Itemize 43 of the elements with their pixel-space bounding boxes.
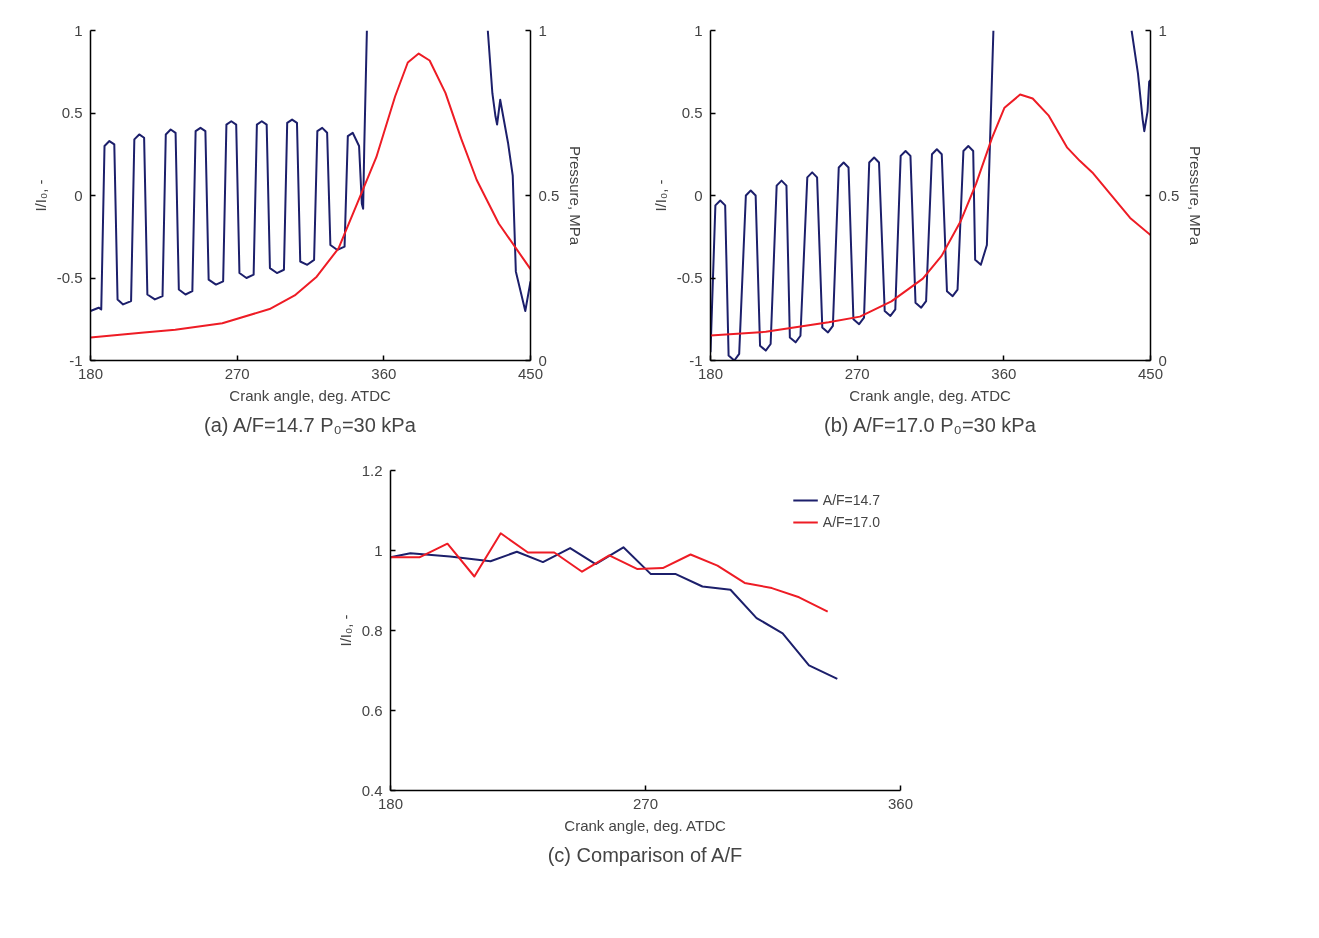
y-tick-label: 1 (74, 21, 83, 39)
y-tick-label: -0.5 (56, 269, 83, 286)
y-tick-label: -1 (689, 351, 703, 369)
y-tick-label: 1 (694, 21, 703, 39)
y2-tick-label: 0.5 (1158, 186, 1180, 204)
x-tick-label: 360 (991, 364, 1017, 382)
x-axis-title: Crank angle, deg. ATDC (229, 386, 391, 404)
y-tick-label: 1.2 (361, 461, 383, 479)
y-axis-title: I/I₀, - (31, 179, 49, 212)
y-axis-title: I/I₀, - (336, 614, 354, 647)
y-tick-label: 1 (374, 541, 383, 559)
x-axis-title: Crank angle, deg. ATDC (564, 816, 726, 834)
y2-axis-title: Pressure, MPa (1187, 145, 1205, 246)
y2-tick-label: 0.5 (538, 186, 560, 204)
y-tick-label: 0.8 (361, 621, 383, 639)
text: (b) A/F=17.0 P₀=30 kPa (824, 413, 1037, 436)
y-tick-label: 0.5 (681, 104, 703, 121)
y2-tick-label: 0 (1158, 351, 1167, 369)
y-tick-label: -0.5 (676, 269, 703, 286)
y2-tick-label: 1 (1158, 21, 1167, 39)
legend-label: A/F=17.0 (822, 514, 880, 530)
y2-tick-label: 0 (538, 351, 547, 369)
y-tick-label: 0.6 (361, 701, 383, 719)
y2-axis-title: Pressure, MPa (567, 145, 585, 246)
line-series (390, 532, 829, 613)
y-axis-title: I/I₀, - (651, 179, 669, 212)
line-series (90, 52, 531, 339)
y-tick-label: -1 (69, 351, 83, 369)
x-tick-label: 360 (887, 794, 914, 812)
text: (c) Comparison of A/F (547, 843, 743, 866)
line-series (710, 93, 1151, 337)
x-tick-label: 270 (632, 794, 659, 812)
y-tick-label: 0 (74, 186, 83, 204)
y-tick-label: 0 (694, 186, 703, 204)
y-tick-label: 0.5 (61, 104, 83, 121)
x-tick-label: 270 (224, 364, 250, 382)
x-tick-label: 270 (844, 364, 870, 382)
y-tick-label: 0.4 (361, 781, 383, 799)
x-tick-label: 360 (371, 364, 397, 382)
y2-tick-label: 1 (538, 21, 547, 39)
x-axis-title: Crank angle, deg. ATDC (849, 386, 1011, 404)
legend-label: A/F=14.7 (822, 492, 880, 508)
text: (a) A/F=14.7 P₀=30 kPa (204, 413, 417, 436)
